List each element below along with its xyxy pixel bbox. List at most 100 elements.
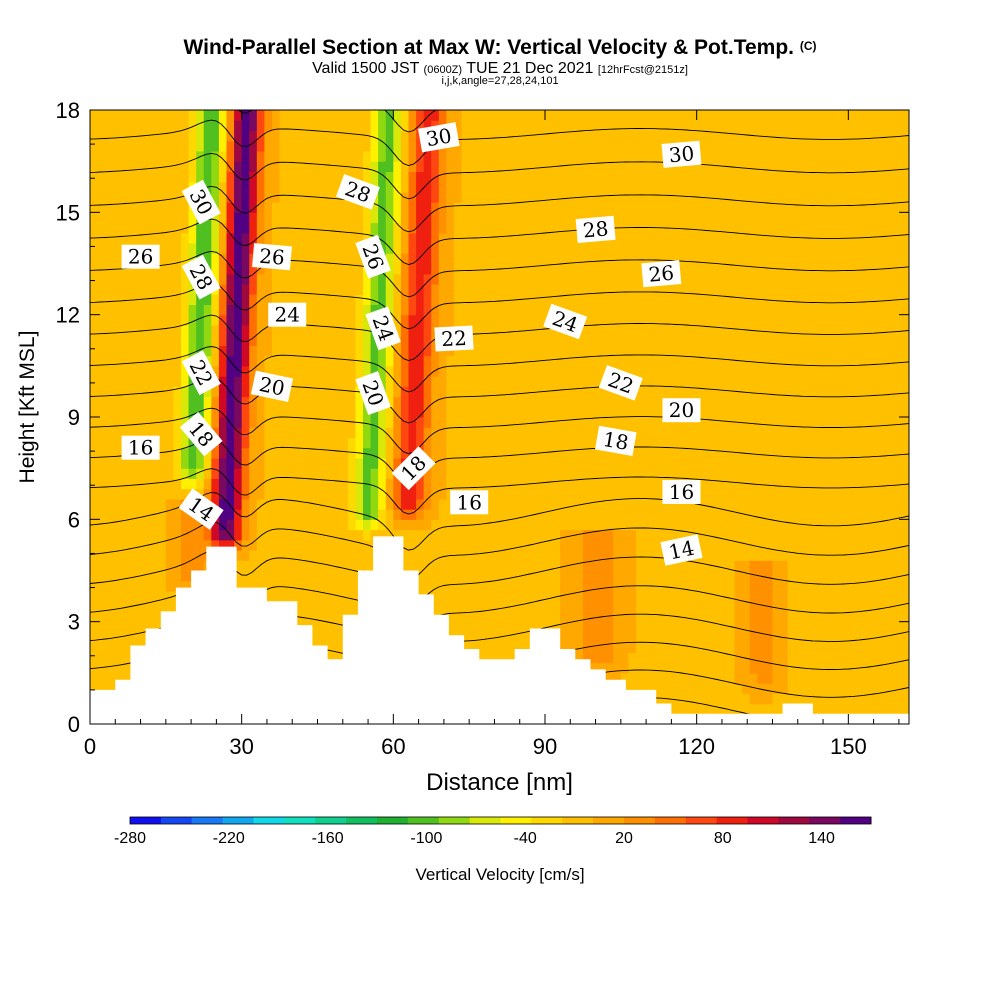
velocity-cell [590,243,599,254]
velocity-cell [256,150,266,162]
velocity-cell [249,324,258,336]
velocity-cell [302,529,311,541]
velocity-cell [598,191,607,203]
velocity-cell [408,560,417,572]
velocity-cell [673,693,683,705]
velocity-cell [476,181,485,193]
velocity-cell [491,294,501,306]
velocity-cell [636,468,645,479]
velocity-cell [651,417,660,428]
velocity-cell [249,529,258,541]
velocity-cell [135,345,144,357]
velocity-cell [234,396,243,408]
velocity-cell [385,427,394,439]
velocity-cell [302,191,311,203]
velocity-cell [628,150,637,162]
velocity-cell [689,437,698,449]
velocity-cell [552,140,561,152]
velocity-cell [643,294,652,306]
velocity-cell [272,181,281,193]
velocity-cell [165,304,175,316]
velocity-cell [507,263,516,275]
velocity-cell [408,304,417,316]
velocity-cell [181,130,190,142]
velocity-cell [218,181,228,193]
velocity-cell [97,539,106,551]
velocity-cell [400,294,410,306]
velocity-cell [363,550,372,561]
velocity-cell [90,243,99,254]
velocity-cell [279,273,288,285]
velocity-cell [309,355,319,367]
velocity-cell [347,324,357,336]
velocity-cell [499,447,508,459]
velocity-cell [681,621,690,633]
velocity-cell [704,570,713,582]
velocity-cell [514,335,523,346]
velocity-cell [522,406,531,418]
velocity-cell [309,294,319,306]
velocity-cell [696,457,705,469]
velocity-cell [264,417,273,428]
velocity-cell [332,396,341,408]
velocity-cell [256,304,266,316]
velocity-cell [643,406,652,418]
velocity-cell [598,580,607,592]
velocity-cell [476,263,485,275]
velocity-cell [143,529,152,541]
velocity-cell [514,427,523,439]
velocity-cell [507,355,516,367]
velocity-cell [127,191,137,203]
velocity-cell [218,427,228,439]
velocity-cell [400,161,410,172]
velocity-cell [90,324,99,336]
velocity-cell [696,150,705,162]
velocity-cell [673,222,683,234]
velocity-cell [643,324,652,336]
velocity-cell [264,120,273,132]
velocity-cell [347,590,357,602]
velocity-cell [507,243,516,254]
velocity-cell [332,130,341,142]
velocity-cell [651,529,660,541]
velocity-cell [150,181,159,193]
velocity-cell [173,437,182,449]
velocity-cell [628,202,637,213]
velocity-cell [325,386,334,398]
velocity-cell [476,590,485,602]
velocity-cell [590,396,599,408]
velocity-cell [97,335,106,346]
velocity-cell [355,427,364,439]
velocity-cell [309,509,319,520]
velocity-cell [507,212,516,224]
velocity-cell [416,539,425,551]
velocity-cell [704,283,713,295]
velocity-cell [514,396,523,408]
velocity-cell [203,253,212,265]
velocity-cell [287,273,296,285]
velocity-cell [704,539,713,551]
velocity-cell [696,498,705,510]
velocity-cell [105,488,114,500]
velocity-cell [446,437,455,449]
velocity-cell [567,212,576,224]
velocity-cell [522,570,531,582]
velocity-cell [590,150,599,162]
velocity-cell [408,376,417,387]
velocity-cell [711,437,721,449]
velocity-cell [651,161,660,172]
velocity-cell [469,376,478,387]
velocity-cell [514,161,523,172]
velocity-cell [105,243,114,254]
velocity-cell [294,243,303,254]
velocity-cell [689,611,698,623]
velocity-cell [560,550,569,561]
velocity-cell [560,222,569,234]
velocity-cell [431,273,440,285]
velocity-cell [696,519,705,531]
velocity-cell [249,417,258,428]
velocity-cell [704,304,713,316]
velocity-cell [400,417,410,428]
velocity-cell [272,488,281,500]
velocity-cell [120,181,129,193]
